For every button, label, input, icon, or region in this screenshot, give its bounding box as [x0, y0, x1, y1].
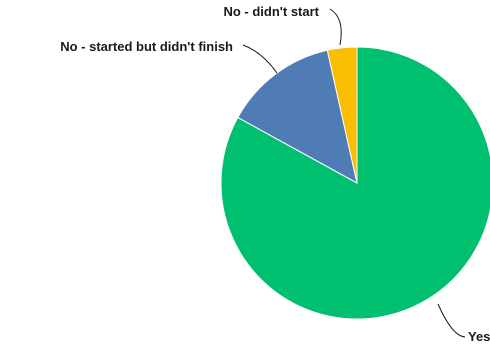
- pie-slice-1: [237, 49, 358, 184]
- leader-line-1: [242, 44, 278, 74]
- leader-line-2: [329, 8, 342, 46]
- pie-slice-0: [220, 46, 490, 320]
- leader-line-0: [437, 303, 466, 338]
- slice-label-2: No - didn't start: [223, 4, 319, 19]
- slice-label-0: Yes: [468, 329, 490, 344]
- slice-label-1: No - started but didn't finish: [60, 39, 233, 54]
- pie-slice-2: [326, 46, 358, 184]
